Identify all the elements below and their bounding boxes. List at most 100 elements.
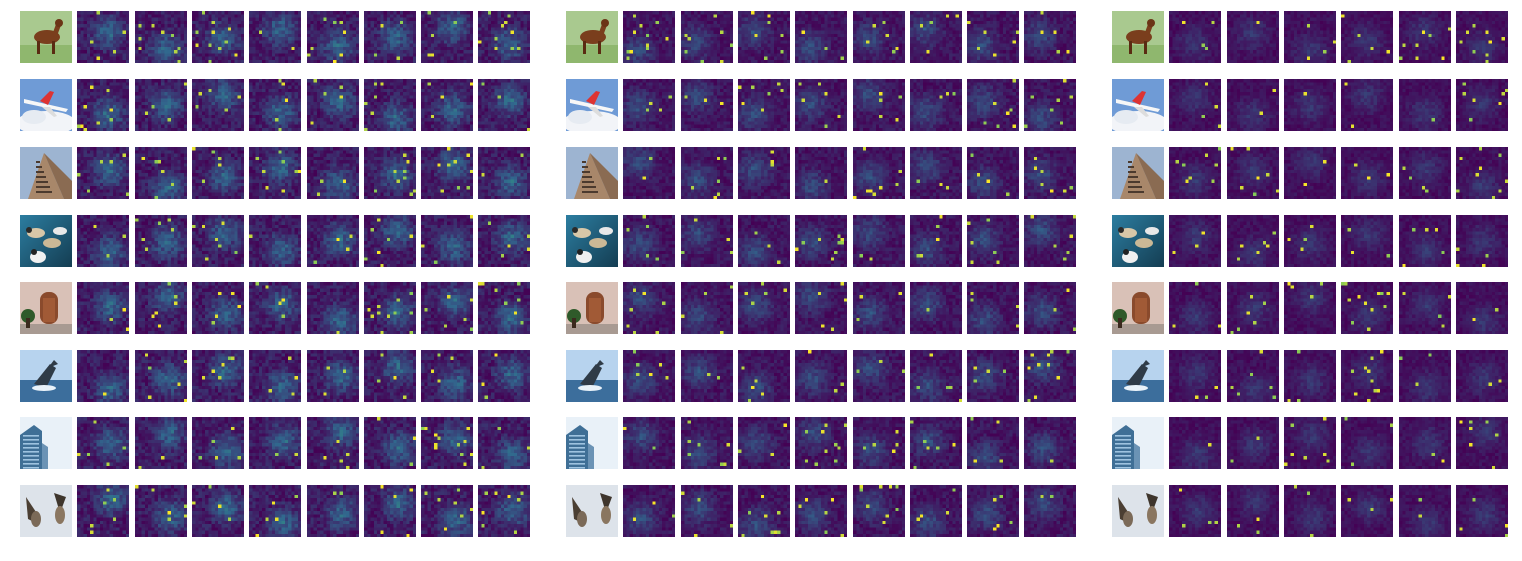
attention-map-panel-2-ducks-1 xyxy=(623,215,675,267)
attention-map-panel-3-horse-1 xyxy=(1169,11,1221,63)
attention-map-panel-2-ducks-8 xyxy=(1024,215,1076,267)
attention-map-panel-3-airplane-3 xyxy=(1284,79,1336,131)
whale-photo xyxy=(566,350,618,402)
attention-map-panel-3-birds-2 xyxy=(1227,485,1279,537)
horse-photo xyxy=(20,11,72,63)
attention-map-panel-3-ducks-6 xyxy=(1456,215,1508,267)
attention-map-panel-2-building-1 xyxy=(623,147,675,199)
attention-map-panel-3-building-1 xyxy=(1169,147,1221,199)
attention-map-panel-3-skyscraper-1 xyxy=(1169,417,1221,469)
attention-map-panel-2-airplane-7 xyxy=(967,79,1019,131)
attention-map-panel-3-horse-4 xyxy=(1341,11,1393,63)
attention-map-panel-1-horse-8 xyxy=(478,11,530,63)
attention-map-panel-1-door-5 xyxy=(307,282,359,334)
attention-map-panel-3-ducks-4 xyxy=(1341,215,1393,267)
attention-map-panel-1-skyscraper-2 xyxy=(135,417,187,469)
attention-map-panel-1-horse-7 xyxy=(421,11,473,63)
airplane-photo xyxy=(20,79,72,131)
attention-map-panel-1-door-3 xyxy=(192,282,244,334)
building-photo xyxy=(20,147,72,199)
attention-map-panel-2-airplane-6 xyxy=(910,79,962,131)
attention-map-panel-2-birds-5 xyxy=(853,485,905,537)
door-photo xyxy=(1112,282,1164,334)
attention-map-panel-1-whale-8 xyxy=(478,350,530,402)
attention-map-panel-3-ducks-2 xyxy=(1227,215,1279,267)
attention-map-panel-3-airplane-1 xyxy=(1169,79,1221,131)
attention-map-panel-2-birds-2 xyxy=(681,485,733,537)
attention-map-panel-2-whale-1 xyxy=(623,350,675,402)
skyscraper-photo xyxy=(20,417,72,469)
attention-map-panel-2-ducks-3 xyxy=(738,215,790,267)
building-photo xyxy=(566,147,618,199)
attention-map-panel-1-birds-7 xyxy=(421,485,473,537)
attention-map-panel-3-birds-6 xyxy=(1456,485,1508,537)
attention-map-panel-1-whale-5 xyxy=(307,350,359,402)
attention-map-panel-3-skyscraper-3 xyxy=(1284,417,1336,469)
attention-map-panel-2-whale-5 xyxy=(853,350,905,402)
attention-map-panel-2-birds-7 xyxy=(967,485,1019,537)
attention-map-panel-1-birds-1 xyxy=(77,485,129,537)
attention-map-panel-1-skyscraper-7 xyxy=(421,417,473,469)
attention-map-panel-1-building-2 xyxy=(135,147,187,199)
attention-map-panel-3-door-5 xyxy=(1399,282,1451,334)
attention-map-panel-2-ducks-5 xyxy=(853,215,905,267)
attention-map-panel-3-birds-3 xyxy=(1284,485,1336,537)
attention-map-panel-2-horse-2 xyxy=(681,11,733,63)
attention-map-panel-1-airplane-8 xyxy=(478,79,530,131)
attention-map-panel-1-building-3 xyxy=(192,147,244,199)
attention-map-panel-1-airplane-1 xyxy=(77,79,129,131)
door-photo xyxy=(566,282,618,334)
attention-map-panel-3-whale-6 xyxy=(1456,350,1508,402)
birds-photo xyxy=(20,485,72,537)
attention-map-panel-1-horse-5 xyxy=(307,11,359,63)
attention-map-panel-2-birds-1 xyxy=(623,485,675,537)
attention-map-panel-2-building-6 xyxy=(910,147,962,199)
attention-map-panel-2-door-7 xyxy=(967,282,1019,334)
attention-map-panel-3-building-4 xyxy=(1341,147,1393,199)
attention-map-panel-1-door-2 xyxy=(135,282,187,334)
attention-map-panel-2-horse-7 xyxy=(967,11,1019,63)
attention-map-panel-3-door-2 xyxy=(1227,282,1279,334)
attention-map-panel-1-ducks-3 xyxy=(192,215,244,267)
horse-photo xyxy=(566,11,618,63)
attention-map-panel-2-door-8 xyxy=(1024,282,1076,334)
attention-map-panel-3-ducks-1 xyxy=(1169,215,1221,267)
attention-map-panel-1-ducks-5 xyxy=(307,215,359,267)
attention-map-panel-1-building-4 xyxy=(249,147,301,199)
ducks-photo xyxy=(1112,215,1164,267)
attention-map-panel-3-skyscraper-6 xyxy=(1456,417,1508,469)
attention-map-panel-2-airplane-2 xyxy=(681,79,733,131)
attention-map-panel-2-building-2 xyxy=(681,147,733,199)
attention-map-panel-2-ducks-6 xyxy=(910,215,962,267)
attention-map-panel-1-ducks-6 xyxy=(364,215,416,267)
skyscraper-photo xyxy=(566,417,618,469)
attention-map-panel-1-ducks-7 xyxy=(421,215,473,267)
attention-map-panel-2-door-3 xyxy=(738,282,790,334)
building-photo xyxy=(1112,147,1164,199)
attention-map-panel-1-skyscraper-8 xyxy=(478,417,530,469)
attention-map-panel-3-airplane-6 xyxy=(1456,79,1508,131)
whale-photo xyxy=(1112,350,1164,402)
attention-map-panel-1-horse-4 xyxy=(249,11,301,63)
attention-map-panel-2-building-7 xyxy=(967,147,1019,199)
attention-map-panel-3-door-3 xyxy=(1284,282,1336,334)
attention-map-panel-3-horse-2 xyxy=(1227,11,1279,63)
attention-map-panel-2-skyscraper-2 xyxy=(681,417,733,469)
attention-map-panel-1-airplane-4 xyxy=(249,79,301,131)
attention-map-panel-1-door-7 xyxy=(421,282,473,334)
attention-map-panel-3-horse-5 xyxy=(1399,11,1451,63)
attention-map-panel-2-horse-5 xyxy=(853,11,905,63)
attention-map-panel-1-skyscraper-3 xyxy=(192,417,244,469)
attention-map-panel-1-whale-2 xyxy=(135,350,187,402)
attention-map-panel-3-airplane-2 xyxy=(1227,79,1279,131)
attention-map-panel-1-skyscraper-5 xyxy=(307,417,359,469)
attention-map-panel-2-skyscraper-5 xyxy=(853,417,905,469)
attention-map-panel-2-building-5 xyxy=(853,147,905,199)
attention-map-panel-1-building-6 xyxy=(364,147,416,199)
attention-map-panel-1-ducks-4 xyxy=(249,215,301,267)
attention-map-panel-2-ducks-7 xyxy=(967,215,1019,267)
attention-map-panel-3-airplane-4 xyxy=(1341,79,1393,131)
attention-map-panel-1-door-6 xyxy=(364,282,416,334)
attention-map-panel-1-birds-4 xyxy=(249,485,301,537)
